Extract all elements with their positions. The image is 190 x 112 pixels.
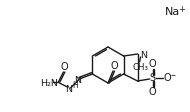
Text: O: O [149, 87, 156, 97]
Text: O: O [149, 59, 156, 69]
Text: N: N [74, 75, 81, 84]
Text: O: O [164, 73, 171, 83]
Text: O: O [110, 61, 118, 71]
Text: S: S [150, 73, 156, 83]
Text: H: H [72, 81, 78, 89]
Text: +: + [178, 4, 185, 14]
Text: CH₃: CH₃ [133, 62, 149, 71]
Text: Na: Na [165, 7, 180, 17]
Text: O: O [61, 62, 68, 72]
Text: –: – [170, 70, 175, 80]
Text: N: N [65, 84, 72, 94]
Text: N: N [141, 51, 148, 59]
Text: H₂N: H₂N [40, 79, 58, 87]
